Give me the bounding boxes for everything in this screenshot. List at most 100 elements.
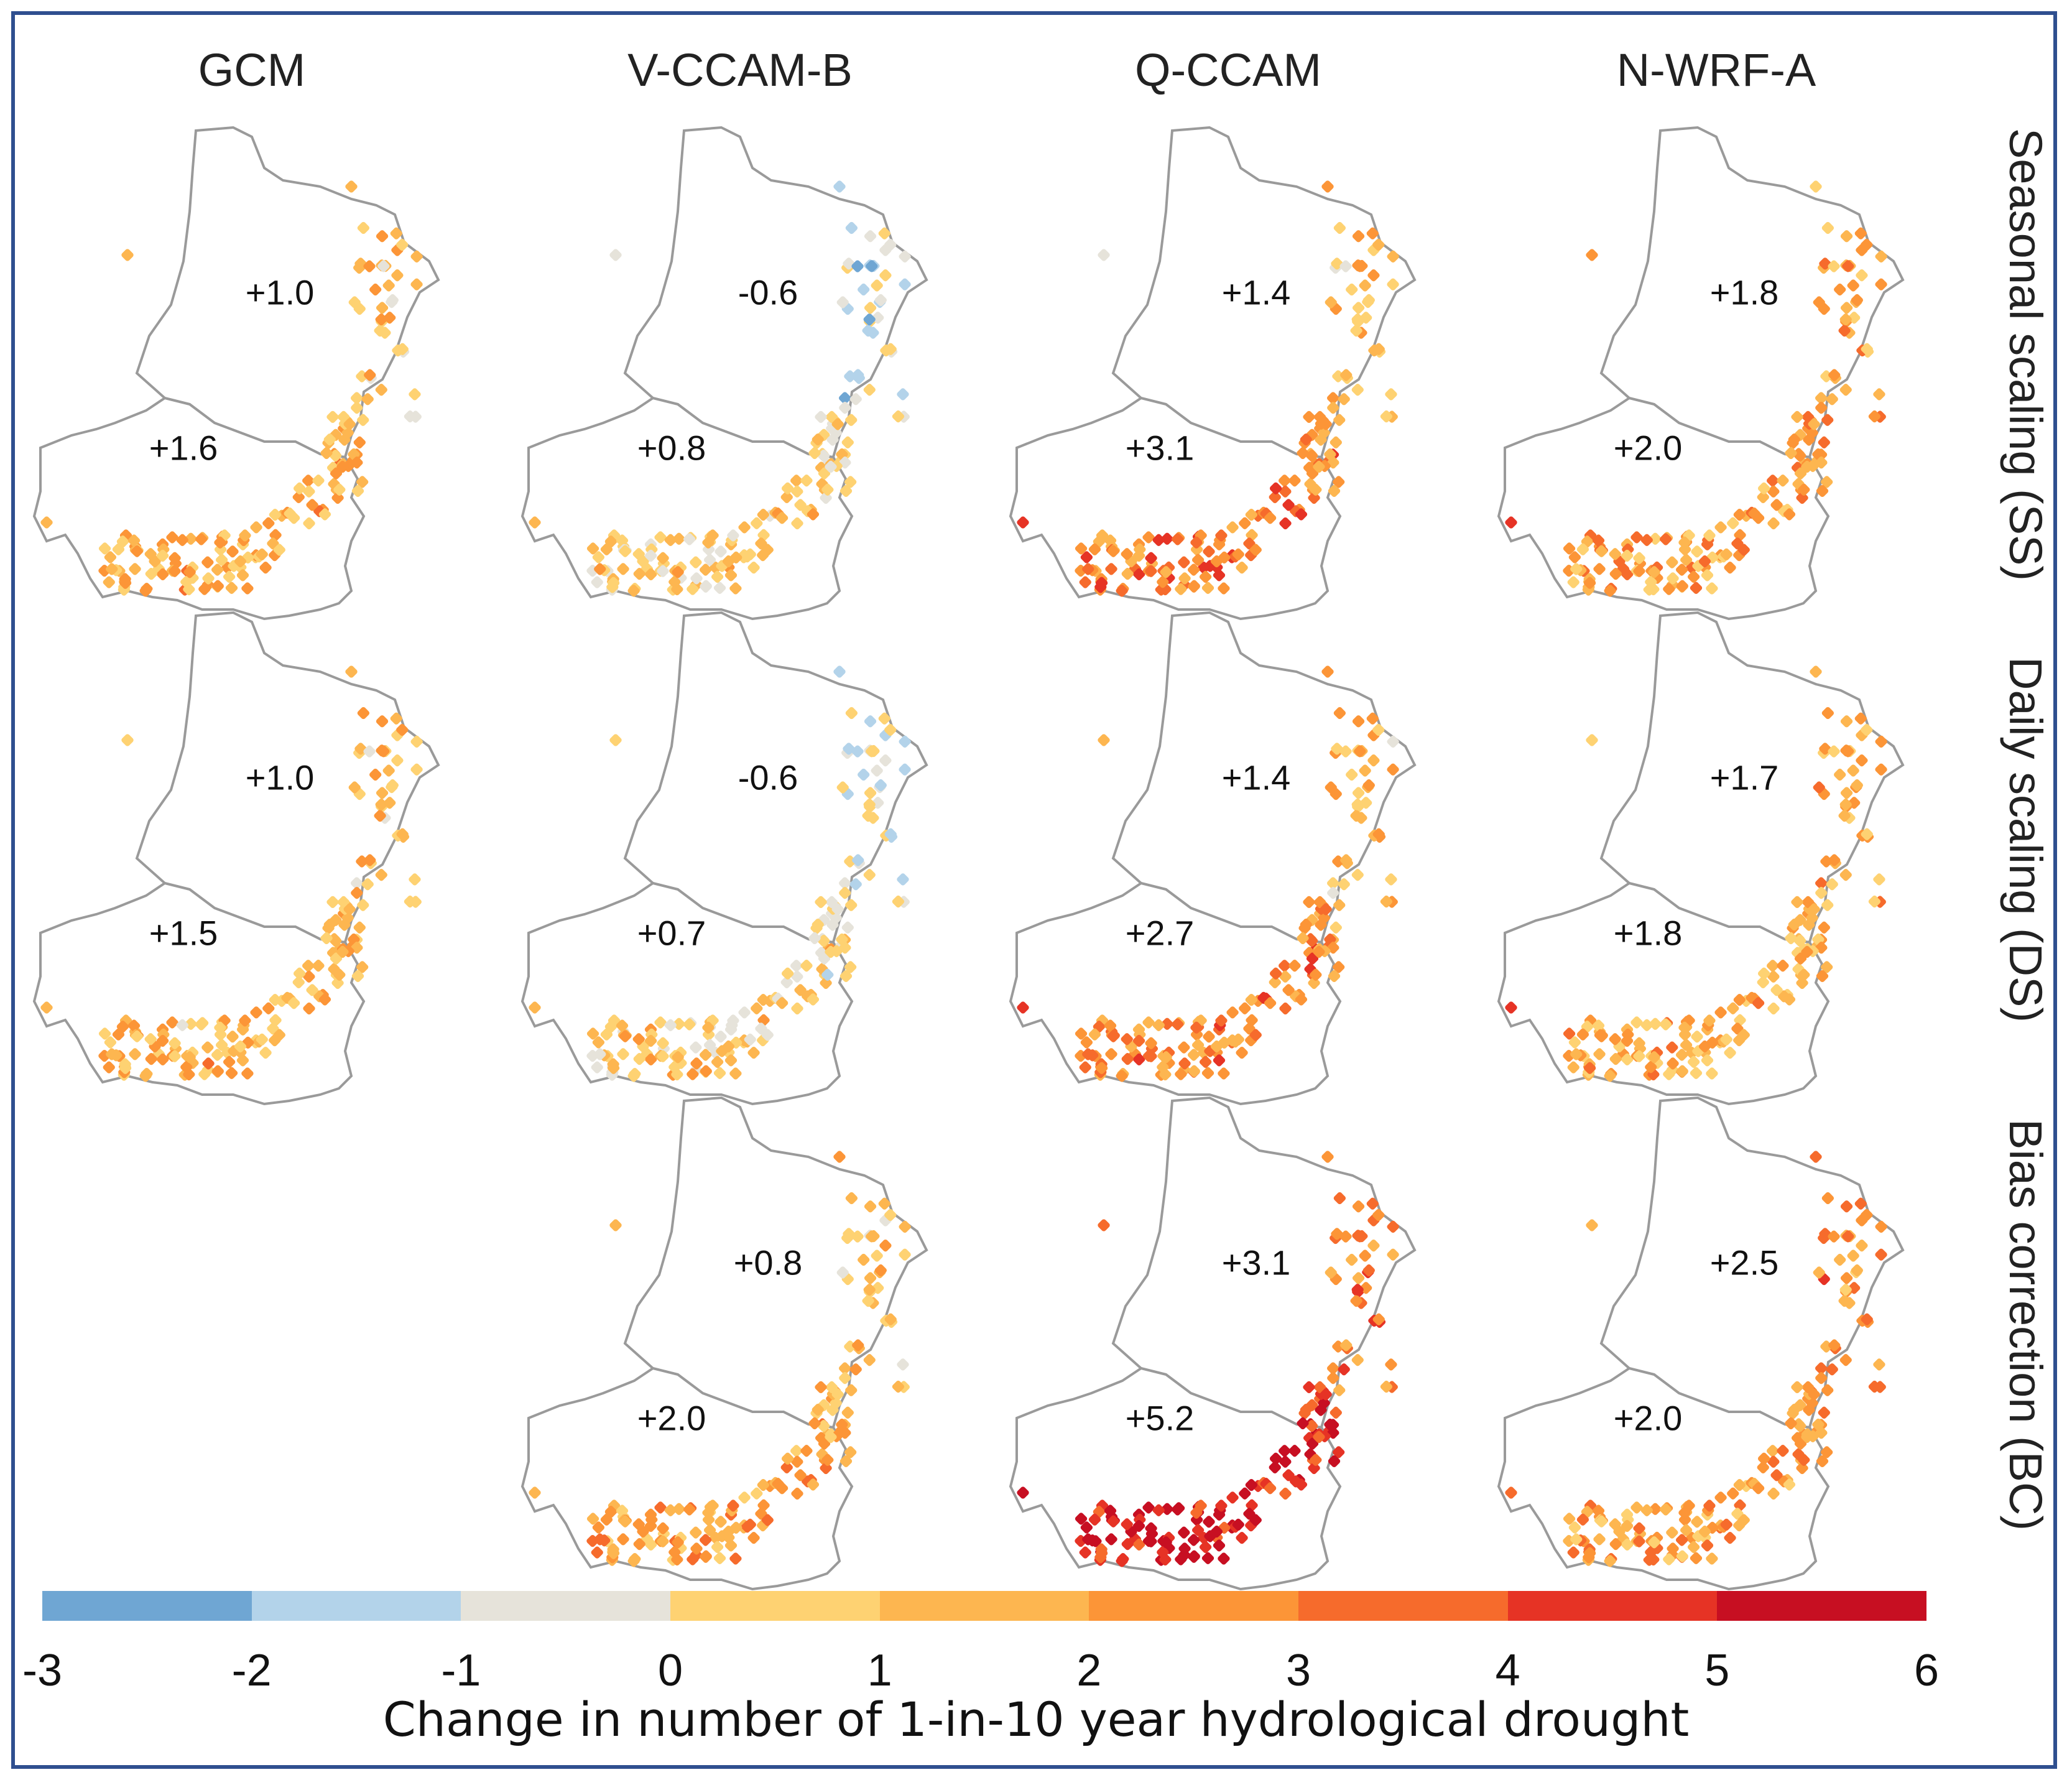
station-marker [1861,1208,1873,1222]
station-marker [236,569,249,582]
station-marker [858,768,870,781]
station-marker [715,1031,727,1043]
station-marker [1706,1552,1718,1565]
station-marker [391,269,404,282]
station-marker [1098,1219,1110,1231]
station-marker [1320,903,1332,916]
station-marker [215,554,228,566]
station-marker [791,1002,803,1015]
station-marker [1875,250,1887,263]
station-marker [1801,410,1815,424]
station-marker [1733,1478,1746,1491]
station-marker [744,548,756,561]
station-marker [858,283,870,296]
station-marker [145,1052,157,1065]
station-marker [1288,960,1301,972]
station-marker [1630,1501,1643,1514]
station-marker [144,548,157,560]
station-marker [1648,1536,1660,1549]
station-marker [156,549,169,562]
station-marker [600,543,613,555]
colorbar-segment [1089,1591,1299,1621]
station-marker [1840,302,1853,314]
station-marker [592,1521,605,1534]
station-marker [1808,418,1820,430]
station-marker [821,1454,834,1466]
south-region-value: +0.7 [637,913,706,953]
station-marker [1609,567,1622,580]
station-marker [815,896,827,909]
station-marker [351,402,363,414]
station-marker [1300,1403,1312,1416]
station-marker [884,1313,897,1325]
station-marker [1839,1283,1852,1296]
station-marker [1621,1519,1634,1532]
station-marker [866,1230,878,1243]
station-marker [1873,1358,1885,1371]
station-marker [687,1068,699,1080]
station-marker [1621,549,1634,562]
station-marker [1854,712,1867,725]
station-marker [1279,1487,1292,1500]
station-marker [1346,768,1358,781]
station-marker [1279,970,1292,983]
station-marker [690,556,702,568]
station-marker [775,997,789,1009]
station-marker [839,970,853,983]
station-marker [1338,393,1350,406]
station-marker [609,249,622,261]
station-marker [348,781,361,794]
station-marker [1794,467,1807,480]
station-marker [1851,779,1863,792]
station-marker [259,561,272,574]
station-marker [1815,1362,1828,1375]
station-marker [1568,1521,1581,1534]
station-marker [1332,1446,1345,1458]
colorbar-segment [670,1591,880,1621]
station-marker [1645,1546,1657,1559]
station-marker [386,294,399,307]
station-marker [323,433,336,446]
station-marker [1648,566,1660,578]
station-marker [657,1037,669,1049]
station-marker [1232,1518,1244,1531]
station-marker [1826,393,1838,406]
station-marker [1095,1062,1108,1074]
station-marker [1592,534,1605,547]
station-marker [699,1534,712,1546]
station-marker [1245,1478,1257,1491]
station-marker [1621,1538,1634,1551]
station-marker [1321,180,1334,193]
station-marker [195,533,208,545]
station-marker [1621,568,1634,581]
station-marker [1303,896,1315,909]
south-region-outline [1497,881,1830,1106]
station-marker [645,568,657,581]
region-map [1009,611,1417,1106]
station-marker [668,1061,681,1073]
station-marker [1201,1067,1214,1079]
south-region-value: +2.0 [637,1398,706,1438]
station-marker [609,734,622,746]
station-marker [586,1027,599,1040]
station-marker [302,960,315,972]
row-title: Daily scaling (DS) [2000,656,2051,1023]
station-marker [1757,482,1770,494]
station-marker [1218,1552,1230,1565]
south-region-value: +1.8 [1613,913,1683,953]
station-marker [1720,548,1732,561]
station-marker [790,475,803,487]
station-marker [817,934,830,947]
station-marker [306,984,318,996]
station-marker [256,548,268,561]
station-marker [780,491,793,503]
station-marker [302,475,315,487]
map-panel: +1.8 +2.0 [1492,118,1990,621]
station-marker [323,918,336,931]
station-marker [807,1478,820,1491]
station-marker [664,1504,677,1516]
station-marker [375,384,387,396]
station-marker [1354,1230,1366,1243]
station-marker [1269,1461,1281,1473]
station-marker [1226,1006,1239,1019]
